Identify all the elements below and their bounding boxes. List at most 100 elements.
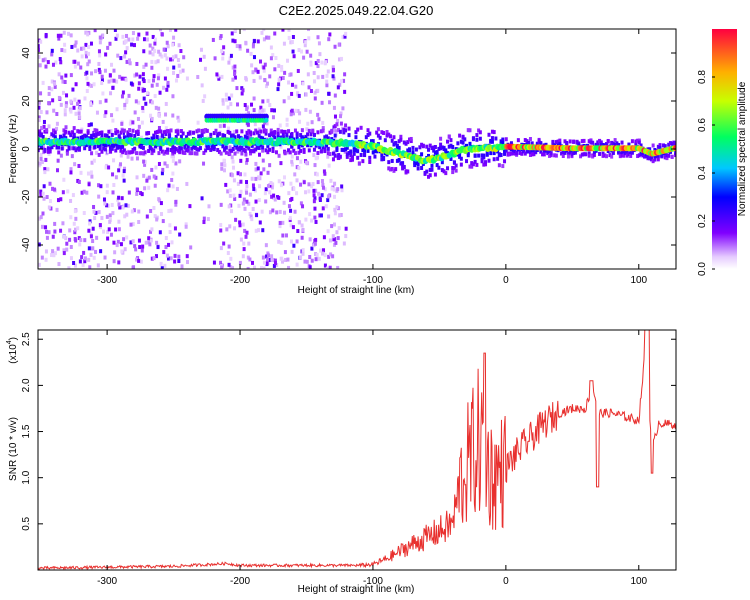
heatmap-halo-cell [164, 132, 168, 137]
heatmap-noise-cell [53, 221, 57, 226]
top-x-axis: -300 -200 -100 0 100 [97, 29, 648, 286]
heatmap-noise-cell [241, 88, 245, 93]
heatmap-halo-cell [276, 131, 280, 136]
heatmap-noise-cell [325, 83, 329, 88]
heatmap-noise-cell [112, 158, 116, 163]
heatmap-halo-cell [276, 134, 280, 139]
heatmap-halo-cell [147, 131, 151, 136]
heatmap-halo-cell [129, 150, 133, 155]
heatmap-noise-cell [50, 48, 54, 53]
heatmap-halo-cell [119, 145, 123, 150]
heatmap-halo-cell [622, 153, 626, 158]
heatmap-noise-cell [239, 237, 243, 242]
heatmap-halo-cell [466, 153, 470, 158]
heatmap-halo-cell [345, 145, 349, 150]
heatmap-noise-cell [72, 260, 76, 265]
heatmap-halo-cell [399, 134, 403, 139]
heatmap-halo-cell [364, 135, 368, 140]
heatmap-noise-cell [196, 74, 200, 79]
heatmap-noise-cell [137, 32, 141, 37]
heatmap-noise-cell [258, 109, 262, 114]
heatmap-halo-cell [311, 128, 315, 133]
heatmap-noise-cell [80, 255, 84, 260]
heatmap-halo-cell [200, 128, 204, 133]
heatmap-halo-cell [302, 147, 306, 152]
heatmap-halo-cell [77, 129, 81, 134]
heatmap-halo-cell [93, 144, 97, 149]
heatmap-halo-cell [107, 129, 111, 134]
heatmap-noise-cell [265, 261, 269, 266]
heatmap-noise-cell [83, 256, 87, 261]
heatmap-noise-cell [38, 242, 41, 247]
heatmap-halo-cell [290, 144, 294, 149]
heatmap-noise-cell [131, 120, 135, 125]
heatmap-halo-cell [159, 145, 163, 150]
heatmap-noise-cell [297, 220, 301, 225]
heatmap-halo-cell [48, 147, 52, 152]
heatmap-noise-cell [302, 55, 306, 60]
heatmap-noise-cell [117, 202, 121, 207]
heatmap-noise-cell [289, 181, 293, 186]
heatmap-halo-cell [420, 142, 424, 147]
heatmap-halo-cell [503, 159, 507, 164]
heatmap-noise-cell [64, 125, 68, 130]
heatmap-noise-cell [89, 41, 93, 46]
heatmap-noise-cell [246, 122, 250, 127]
heatmap-noise-cell [45, 235, 49, 240]
heatmap-noise-cell [158, 90, 162, 95]
heatmap-halo-cell [236, 146, 240, 151]
heatmap-halo-cell [259, 142, 263, 147]
heatmap-noise-cell [88, 101, 92, 106]
heatmap-noise-cell [76, 101, 80, 106]
heatmap-noise-cell [341, 106, 345, 111]
heatmap-noise-cell [79, 238, 83, 243]
heatmap-noise-cell [62, 30, 66, 35]
heatmap-noise-cell [338, 213, 342, 218]
heatmap-noise-cell [171, 113, 175, 118]
heatmap-halo-cell [255, 145, 259, 150]
heatmap-noise-cell [103, 68, 107, 73]
heatmap-noise-cell [184, 224, 188, 229]
heatmap-halo-cell [76, 129, 80, 134]
heatmap-noise-cell [257, 152, 261, 157]
heatmap-noise-cell [167, 209, 171, 214]
heatmap-halo-cell [91, 133, 95, 138]
heatmap-noise-cell [104, 52, 108, 57]
heatmap-noise-cell [334, 129, 338, 134]
heatmap-halo-cell [601, 153, 605, 158]
heatmap-halo-cell [90, 151, 94, 156]
heatmap-noise-cell [60, 75, 64, 80]
heatmap-noise-cell [149, 238, 153, 243]
heatmap-noise-cell [308, 255, 312, 260]
heatmap-noise-cell [252, 78, 256, 83]
heatmap-noise-cell [233, 226, 237, 231]
heatmap-noise-cell [138, 74, 142, 79]
heatmap-halo-cell [580, 152, 584, 157]
heatmap-halo-cell [302, 149, 306, 154]
heatmap-halo-cell [133, 133, 137, 138]
heatmap-noise-cell [189, 245, 193, 250]
heatmap-halo-cell [349, 149, 353, 154]
heatmap-halo-cell [312, 147, 316, 152]
heatmap-noise-cell [181, 68, 185, 73]
heatmap-noise-cell [109, 232, 113, 237]
heatmap-noise-cell [122, 178, 126, 183]
heatmap-noise-cell [163, 53, 167, 58]
heatmap-halo-cell [136, 129, 140, 134]
heatmap-noise-cell [170, 177, 174, 182]
heatmap-halo-cell [285, 134, 289, 139]
heatmap-noise-cell [226, 105, 230, 110]
heatmap-noise-cell [271, 208, 275, 213]
heatmap-noise-cell [264, 243, 268, 248]
heatmap-noise-cell [140, 120, 144, 125]
heatmap-noise-cell [154, 60, 158, 65]
heatmap-noise-cell [267, 35, 271, 40]
heatmap-noise-cell [244, 41, 248, 46]
heatmap-noise-cell [323, 253, 327, 258]
heatmap-noise-cell [176, 73, 180, 78]
heatmap-noise-cell [269, 45, 273, 50]
heatmap-noise-cell [105, 214, 109, 219]
heatmap-noise-cell [252, 187, 256, 192]
heatmap-noise-cell [104, 98, 108, 103]
heatmap-halo-cell [587, 139, 591, 144]
